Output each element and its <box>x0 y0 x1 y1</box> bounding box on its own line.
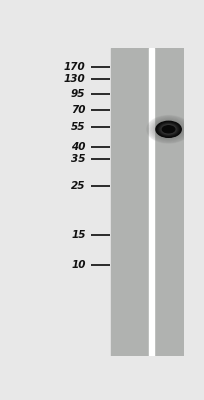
Ellipse shape <box>161 124 176 134</box>
Ellipse shape <box>159 123 179 136</box>
Ellipse shape <box>164 126 174 132</box>
Bar <box>111 48 149 356</box>
Ellipse shape <box>165 127 172 132</box>
Ellipse shape <box>147 116 190 143</box>
Ellipse shape <box>150 118 187 141</box>
Text: 70: 70 <box>71 105 86 115</box>
Ellipse shape <box>157 122 180 137</box>
Ellipse shape <box>153 119 184 139</box>
Bar <box>26 48 111 356</box>
Ellipse shape <box>167 128 170 130</box>
Text: 10: 10 <box>71 260 86 270</box>
Ellipse shape <box>166 128 171 131</box>
Ellipse shape <box>163 126 174 133</box>
Text: 15: 15 <box>71 230 86 240</box>
Text: 55: 55 <box>71 122 86 132</box>
Ellipse shape <box>151 118 186 140</box>
Bar <box>154 48 184 356</box>
Ellipse shape <box>158 122 180 136</box>
Ellipse shape <box>154 120 183 138</box>
Ellipse shape <box>156 121 181 137</box>
Bar <box>149 48 154 356</box>
Ellipse shape <box>159 124 178 135</box>
Ellipse shape <box>164 127 173 132</box>
Text: 25: 25 <box>71 181 86 191</box>
Text: 130: 130 <box>64 74 86 84</box>
Ellipse shape <box>148 116 189 142</box>
Ellipse shape <box>160 124 177 135</box>
Text: 95: 95 <box>71 88 86 98</box>
Text: 40: 40 <box>71 142 86 152</box>
Ellipse shape <box>168 129 170 130</box>
Ellipse shape <box>162 126 175 133</box>
Ellipse shape <box>162 125 175 134</box>
Text: 170: 170 <box>64 62 86 72</box>
Text: 35: 35 <box>71 154 86 164</box>
